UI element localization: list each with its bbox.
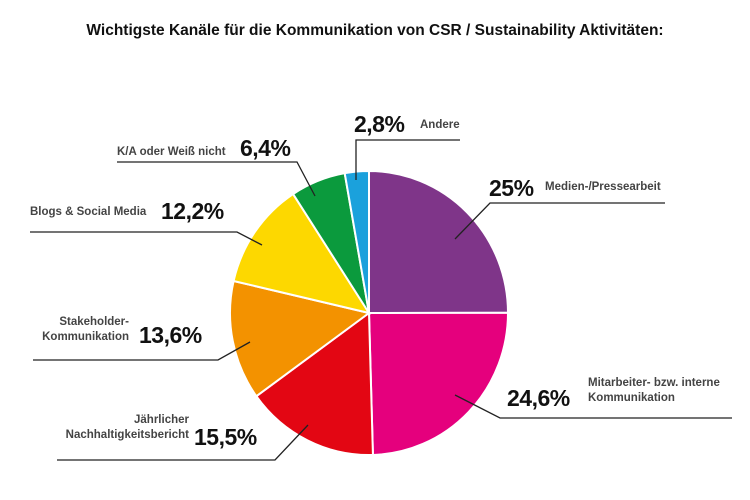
pie-slice-mitarbeiter <box>367 311 510 456</box>
label-stakeholder: Stakeholder- Kommunikation <box>33 315 129 345</box>
pct-label-medien: 25% <box>489 175 534 201</box>
leader-line-bericht <box>57 424 309 461</box>
pct-label-ka: 6,4% <box>240 135 291 161</box>
label-bericht: Jährlicher Nachhaltigkeitsbericht <box>50 413 189 443</box>
pct-label-blogs: 12,2% <box>161 198 224 224</box>
pie-slice-andere <box>343 169 370 314</box>
leader-line-stakeholder <box>33 341 251 361</box>
label-mitarbeiter-line2: Kommunikation <box>588 392 675 404</box>
label-stakeholder-line2: Kommunikation <box>42 331 129 343</box>
pct-label-stakeholder: 13,6% <box>139 322 202 348</box>
leader-line-blogs <box>30 231 263 246</box>
leader-line-andere <box>355 139 460 180</box>
leader-line-medien <box>454 202 665 240</box>
label-mitarbeiter-line1: Mitarbeiter- bzw. interne <box>588 377 720 389</box>
pie-slice-medien <box>368 169 510 315</box>
pie-slice-bericht <box>254 311 374 456</box>
label-medien: Medien-/Pressearbeit <box>545 181 661 193</box>
pct-label-andere: 2,8% <box>354 111 405 137</box>
chart-title: Wichtigste Kanäle für die Kommunikation … <box>86 22 664 39</box>
pie-slice-blogs <box>232 192 372 315</box>
label-andere: Andere <box>420 119 460 131</box>
leader-line-ka <box>117 161 316 197</box>
label-bericht-line2: Nachhaltigkeitsbericht <box>65 429 189 441</box>
pie-slice-stakeholder <box>229 279 372 398</box>
pct-label-mitarbeiter: 24,6% <box>507 385 570 411</box>
label-blogs: Blogs & Social Media <box>30 206 147 218</box>
label-bericht-line1: Jährlicher <box>134 414 189 426</box>
pct-label-bericht: 15,5% <box>194 424 257 450</box>
leader-line-mitarbeiter <box>454 394 732 419</box>
label-mitarbeiter: Mitarbeiter- bzw. interne Kommunikation <box>588 376 720 406</box>
label-ka: K/A oder Weiß nicht <box>117 146 226 158</box>
label-stakeholder-line1: Stakeholder- <box>59 316 129 328</box>
